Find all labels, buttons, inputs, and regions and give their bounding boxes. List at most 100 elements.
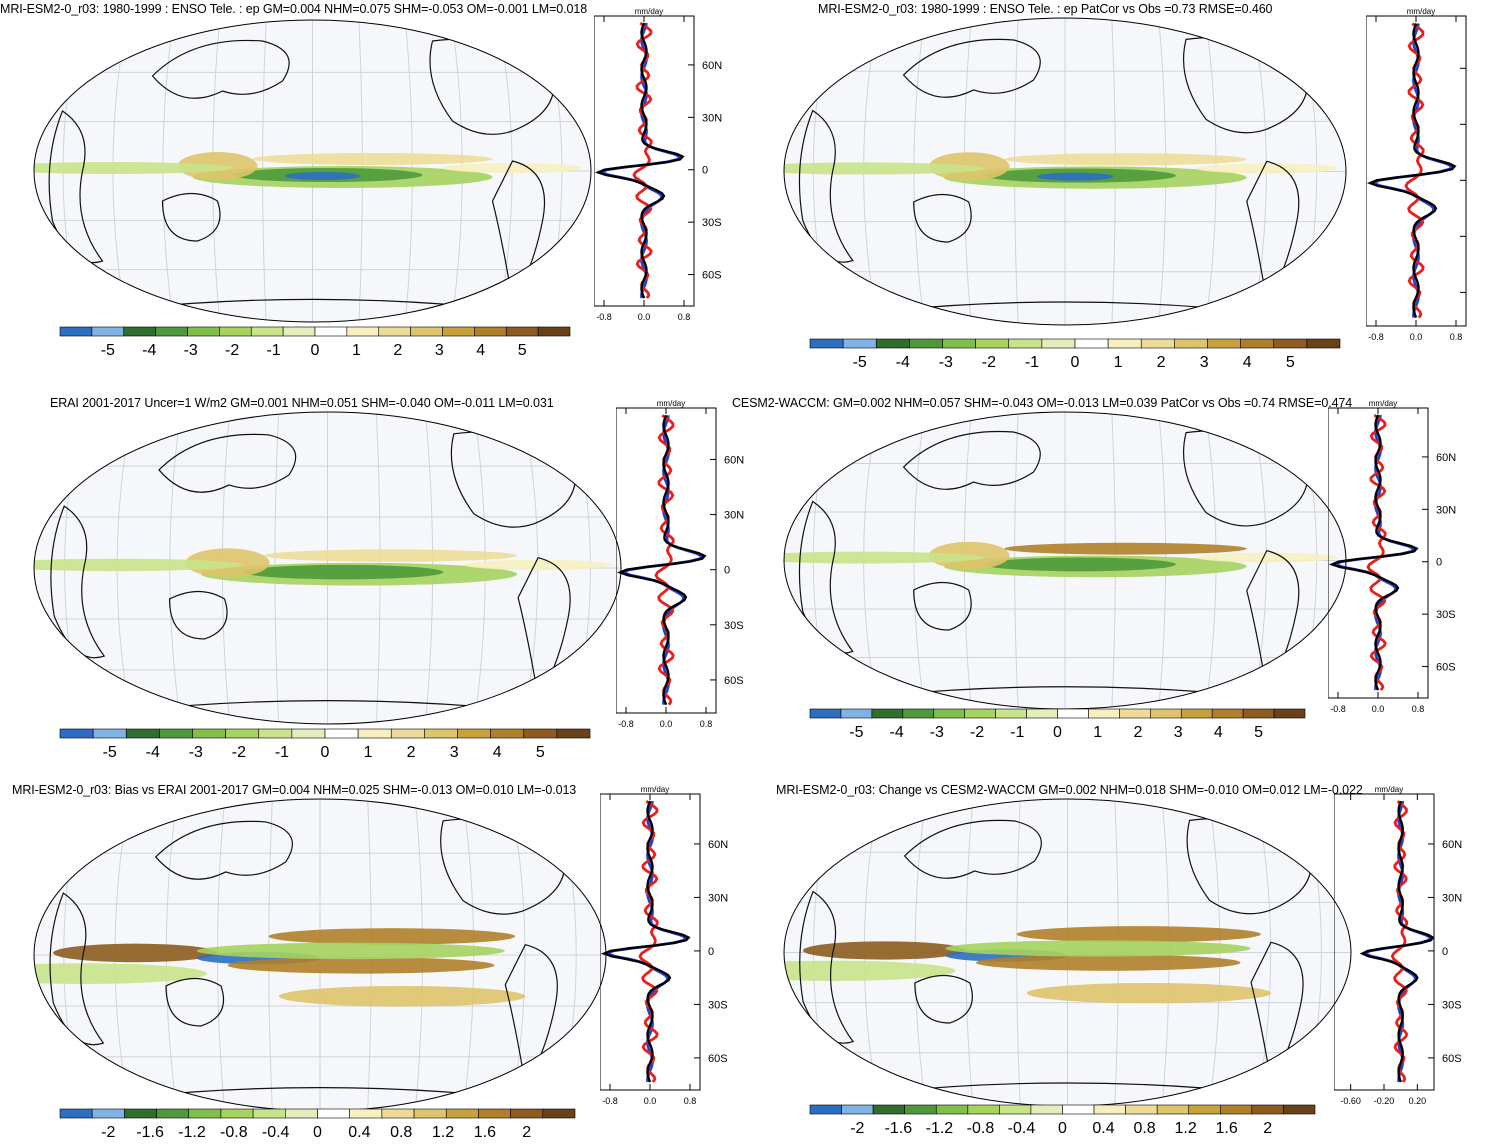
- colorbar-swatch: [933, 708, 965, 719]
- colorbar-swatch: [1150, 708, 1182, 719]
- colorbar-swatch: [510, 1108, 544, 1119]
- anomaly-band: [284, 172, 361, 180]
- colorbar-tick-label: 2: [393, 342, 402, 359]
- x-tick-label: 0.8: [700, 719, 713, 729]
- colorbar-swatch: [1107, 338, 1142, 349]
- colorbar-swatch: [523, 728, 558, 739]
- colorbar-swatch: [999, 1104, 1032, 1115]
- colorbar-tick-label: -1.6: [885, 1120, 913, 1137]
- colorbar-swatch: [410, 326, 443, 337]
- zonal-mean-series-line: [1328, 414, 1419, 691]
- colorbar-tick-label: -4: [146, 744, 160, 761]
- x-tick-label: 0.0: [1410, 332, 1423, 342]
- colorbar-tick-label: 4: [1243, 354, 1252, 371]
- colorbar-swatch: [291, 728, 326, 739]
- colorbar-swatch: [59, 728, 94, 739]
- colorbar-swatch: [457, 728, 491, 739]
- colorbar-tick-label: -0.8: [220, 1124, 248, 1141]
- colorbar-tick-label: 1.2: [432, 1124, 454, 1141]
- colorbar-tick-label: -2: [850, 1120, 864, 1137]
- coastline: [798, 109, 854, 263]
- colorbar-swatch: [91, 1108, 125, 1119]
- map-panel: [783, 411, 1347, 710]
- x-tick-label: 0.0: [644, 1096, 657, 1106]
- colorbar-swatch: [1026, 708, 1058, 719]
- colorbar-tick-label: 1.6: [1216, 1120, 1238, 1137]
- colorbar-swatch: [252, 1108, 286, 1119]
- colorbar-tick-label: 1: [352, 342, 361, 359]
- colorbar-swatch: [1008, 338, 1043, 349]
- coastline: [161, 192, 221, 242]
- colorbar-tick-label: -0.4: [262, 1124, 290, 1141]
- colorbar: -5 -4 -3 -2 -1 0 1 2 3 4 5: [59, 728, 591, 761]
- anomaly-band: [784, 551, 985, 564]
- colorbar-tick-label: 0: [1058, 1120, 1067, 1137]
- y-tick-label: 60N: [1442, 839, 1462, 851]
- colorbar-swatch: [537, 326, 571, 337]
- anomaly-band: [1196, 552, 1338, 563]
- map-border: [783, 17, 1347, 326]
- colorbar-swatch: [381, 1108, 415, 1119]
- colorbar-swatch: [841, 1104, 874, 1115]
- colorbar-swatch: [124, 1108, 157, 1119]
- colorbar-swatch: [225, 728, 260, 739]
- colorbar-swatch: [478, 1108, 511, 1119]
- colorbar-swatch: [59, 1108, 93, 1119]
- zonal-mean-panel: mm/day -0.8 0.0 0.8: [1366, 7, 1467, 342]
- colorbar-swatch: [1057, 708, 1089, 719]
- colorbar-swatch: [1140, 338, 1175, 349]
- y-tick-label: 60S: [1442, 1053, 1462, 1065]
- x-tick-label: -0.8: [618, 719, 634, 729]
- colorbar-tick-label: 2: [407, 744, 416, 761]
- map-panel: [33, 411, 622, 725]
- colorbar-swatch: [187, 326, 220, 337]
- colorbar-swatch: [1119, 708, 1151, 719]
- colorbar-swatch: [474, 326, 507, 337]
- colorbar-swatch: [1207, 338, 1241, 349]
- colorbar-tick-label: 5: [1286, 354, 1295, 371]
- map-content: [34, 412, 621, 724]
- coastline: [151, 39, 290, 99]
- anomaly-band: [1004, 542, 1247, 555]
- anomaly-band: [984, 557, 1176, 572]
- colorbar-tick-label: 2: [1133, 724, 1142, 741]
- colorbar-tick-label: -1.2: [178, 1124, 206, 1141]
- colorbar-swatch: [188, 1108, 222, 1119]
- colorbar-swatch: [909, 338, 943, 349]
- colorbar-swatch: [1188, 1104, 1221, 1115]
- colorbar-swatch: [1273, 338, 1308, 349]
- coastline: [913, 581, 972, 631]
- y-tick-label: 30S: [708, 999, 728, 1011]
- colorbar-tick-label: 4: [1214, 724, 1223, 741]
- colorbar-tick-label: -2: [225, 342, 239, 359]
- map-border: [33, 19, 592, 323]
- coastline: [913, 193, 972, 243]
- colorbar-tick-label: -3: [189, 744, 203, 761]
- anomaly-band: [1016, 926, 1261, 943]
- x-tick-label: 0.8: [1450, 332, 1463, 342]
- y-tick-label: 30N: [702, 112, 722, 124]
- colorbar-tick-label: 0.4: [348, 1124, 370, 1141]
- colorbar-tick-label: -4: [142, 342, 156, 359]
- x-tick-label: -0.8: [1330, 704, 1346, 714]
- zonal-mean-panel: mm/day -0.8 0.0 0.8 60N 30N 0 30S 60S: [600, 785, 728, 1106]
- colorbar-swatch: [975, 338, 1010, 349]
- colorbar-swatch: [192, 728, 226, 739]
- y-tick-label: 30S: [1442, 999, 1462, 1011]
- anomaly-band: [252, 153, 493, 165]
- x-tick-label: -0.20: [1374, 1096, 1395, 1106]
- map-content: [34, 20, 591, 322]
- colorbar-tick-label: 0.4: [1092, 1120, 1114, 1137]
- colorbar-tick-label: -1.2: [926, 1120, 954, 1137]
- anomaly-band: [34, 162, 233, 174]
- colorbar-tick-label: 0: [313, 1124, 322, 1141]
- anomaly-band: [1026, 982, 1272, 1004]
- colorbar-swatch: [346, 326, 380, 337]
- colorbar-swatch: [424, 728, 458, 739]
- colorbar-tick-label: 0.8: [390, 1124, 412, 1141]
- colorbar-tick-label: 3: [1200, 354, 1209, 371]
- colorbar-tick-label: 5: [536, 744, 545, 761]
- anomaly-band: [243, 564, 444, 580]
- colorbar-tick-label: -2: [982, 354, 996, 371]
- colorbar-tick-label: 3: [450, 744, 459, 761]
